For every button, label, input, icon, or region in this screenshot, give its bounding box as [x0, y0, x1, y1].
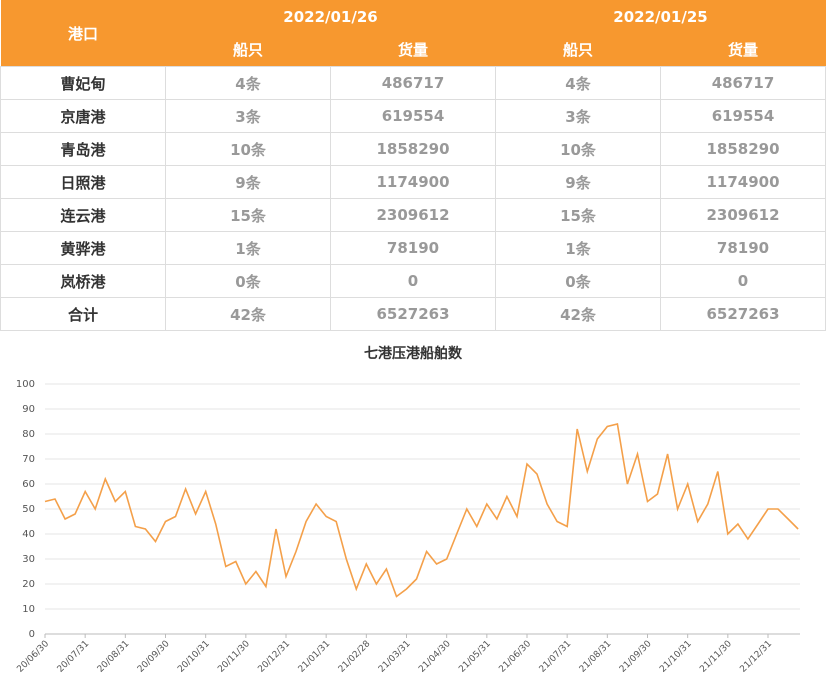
table-row: 日照港 9条 1174900 9条 1174900 — [0, 165, 826, 199]
table-row: 黄骅港 1条 78190 1条 78190 — [0, 231, 826, 265]
table-cell: 青岛港 — [0, 132, 166, 166]
table-cell: 42条 — [165, 297, 331, 331]
x-tick-label: 20/06/30 — [15, 639, 51, 675]
x-tick-label: 21/04/30 — [417, 639, 453, 675]
table-cell: 6527263 — [330, 297, 496, 331]
y-tick-label: 60 — [22, 479, 35, 490]
x-tick-label: 21/06/30 — [497, 639, 533, 675]
table-cell: 9条 — [165, 165, 331, 199]
table-cell: 2309612 — [660, 198, 826, 232]
x-tick-label: 21/02/28 — [337, 639, 373, 675]
table-cell: 42条 — [495, 297, 661, 331]
y-tick-label: 30 — [22, 554, 35, 565]
x-tick-label: 21/08/31 — [578, 639, 614, 675]
header-date: 2022/01/26 — [165, 0, 496, 33]
table-cell: 岚桥港 — [0, 264, 166, 298]
header-column: 船只 — [495, 33, 661, 67]
table-cell: 78190 — [660, 231, 826, 265]
table-row: 合计 42条 6527263 42条 6527263 — [0, 297, 826, 331]
table-cell: 9条 — [495, 165, 661, 199]
table-cell: 15条 — [495, 198, 661, 232]
table-cell: 1174900 — [330, 165, 496, 199]
header-column: 船只 — [165, 33, 331, 67]
table-cell: 0 — [330, 264, 496, 298]
header-column: 货量 — [330, 33, 496, 67]
table-cell: 1858290 — [660, 132, 826, 166]
x-tick-label: 20/11/30 — [216, 639, 252, 675]
table-row: 岚桥港 0条 0 0条 0 — [0, 264, 826, 298]
y-tick-label: 50 — [22, 504, 35, 515]
table-cell: 0条 — [165, 264, 331, 298]
table-cell: 曹妃甸 — [0, 66, 166, 100]
table-cell: 2309612 — [330, 198, 496, 232]
data-line — [44, 423, 799, 598]
x-tick-label: 20/10/31 — [176, 639, 212, 675]
table-cell: 3条 — [165, 99, 331, 133]
table-cell: 10条 — [165, 132, 331, 166]
y-tick-label: 80 — [22, 429, 35, 440]
x-tick-label: 21/12/31 — [738, 639, 774, 675]
chart-title: 七港压港船舶数 — [364, 345, 463, 362]
x-tick-label: 21/03/31 — [377, 639, 413, 675]
y-tick-label: 40 — [22, 529, 35, 540]
header-column: 货量 — [660, 33, 826, 67]
table-cell: 1858290 — [330, 132, 496, 166]
table-cell: 78190 — [330, 231, 496, 265]
table-cell: 日照港 — [0, 165, 166, 199]
x-tick-label: 21/05/31 — [457, 639, 493, 675]
x-tick-label: 20/07/31 — [56, 639, 92, 675]
table-cell: 合计 — [0, 297, 166, 331]
table-cell: 4条 — [165, 66, 331, 100]
table-cell: 黄骅港 — [0, 231, 166, 265]
x-tick-label: 21/07/31 — [538, 639, 574, 675]
table-cell: 15条 — [165, 198, 331, 232]
table-cell: 486717 — [660, 66, 826, 100]
x-tick-label: 21/09/30 — [618, 639, 654, 675]
table-cell: 1174900 — [660, 165, 826, 199]
table-cell: 3条 — [495, 99, 661, 133]
y-tick-label: 90 — [22, 404, 35, 415]
table-cell: 京唐港 — [0, 99, 166, 133]
table-row: 曹妃甸 4条 486717 4条 486717 — [0, 66, 826, 100]
table-cell: 连云港 — [0, 198, 166, 232]
y-tick-label: 10 — [22, 604, 35, 615]
table-cell: 0 — [660, 264, 826, 298]
table-row: 连云港 15条 2309612 15条 2309612 — [0, 198, 826, 232]
table-cell: 6527263 — [660, 297, 826, 331]
table-row: 京唐港 3条 619554 3条 619554 — [0, 99, 826, 133]
table-cell: 0条 — [495, 264, 661, 298]
table-cell: 619554 — [330, 99, 496, 133]
table-row: 青岛港 10条 1858290 10条 1858290 — [0, 132, 826, 166]
x-tick-label: 20/08/31 — [96, 639, 132, 675]
table-cell: 486717 — [330, 66, 496, 100]
x-tick-label: 20/12/31 — [256, 639, 292, 675]
y-tick-label: 20 — [22, 579, 35, 590]
table-cell: 1条 — [165, 231, 331, 265]
table-cell: 1条 — [495, 231, 661, 265]
y-tick-label: 0 — [29, 629, 35, 640]
x-tick-label: 21/11/30 — [698, 639, 734, 675]
x-tick-label: 21/10/31 — [658, 639, 694, 675]
table-cell: 619554 — [660, 99, 826, 133]
table-cell: 4条 — [495, 66, 661, 100]
table-cell: 10条 — [495, 132, 661, 166]
x-tick-label: 21/01/31 — [297, 639, 333, 675]
port-table: 港口 2022/01/26 2022/01/25 船只 货量 船只 货量 曹妃甸 4条 4… — [0, 0, 826, 331]
header-port: 港口 — [0, 0, 166, 67]
x-tick-label: 20/09/30 — [136, 639, 172, 675]
y-tick-label: 100 — [16, 379, 35, 390]
header-date: 2022/01/25 — [495, 0, 826, 33]
y-tick-label: 70 — [22, 454, 35, 465]
